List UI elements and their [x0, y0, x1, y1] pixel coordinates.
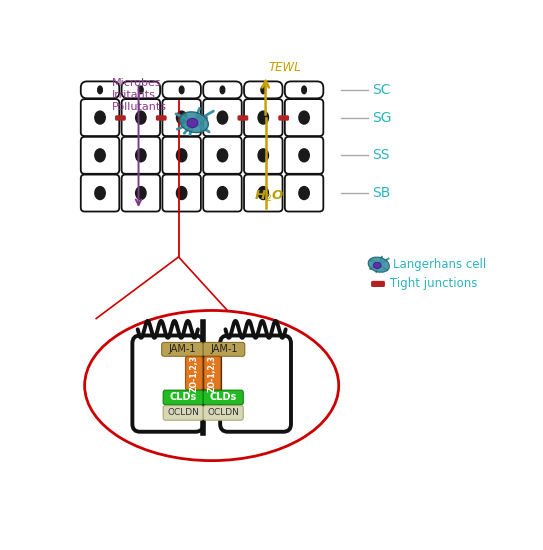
FancyBboxPatch shape — [203, 343, 245, 356]
Text: OCLDN: OCLDN — [167, 409, 199, 417]
Ellipse shape — [98, 86, 102, 94]
FancyBboxPatch shape — [278, 116, 289, 120]
Ellipse shape — [368, 257, 389, 272]
FancyBboxPatch shape — [81, 99, 119, 136]
Ellipse shape — [302, 86, 306, 94]
FancyBboxPatch shape — [156, 116, 167, 120]
Text: JAM-1: JAM-1 — [210, 344, 238, 354]
Text: SB: SB — [372, 186, 390, 200]
Ellipse shape — [299, 149, 310, 162]
FancyBboxPatch shape — [162, 99, 201, 136]
Ellipse shape — [299, 111, 310, 124]
FancyBboxPatch shape — [203, 174, 242, 212]
FancyBboxPatch shape — [163, 405, 203, 420]
Text: CLDs: CLDs — [210, 393, 237, 403]
Ellipse shape — [374, 262, 381, 268]
Ellipse shape — [176, 111, 187, 124]
Ellipse shape — [187, 118, 198, 128]
FancyBboxPatch shape — [203, 81, 242, 98]
Ellipse shape — [258, 186, 268, 200]
Ellipse shape — [180, 112, 209, 133]
Text: SS: SS — [372, 148, 389, 162]
FancyBboxPatch shape — [203, 99, 242, 136]
FancyBboxPatch shape — [285, 99, 323, 136]
Text: TEWL: TEWL — [269, 60, 301, 74]
Ellipse shape — [217, 186, 228, 200]
Ellipse shape — [217, 111, 228, 124]
FancyBboxPatch shape — [244, 174, 282, 212]
FancyBboxPatch shape — [371, 281, 385, 287]
FancyBboxPatch shape — [203, 390, 243, 405]
FancyBboxPatch shape — [186, 356, 203, 390]
FancyBboxPatch shape — [285, 81, 323, 98]
Text: CLDs: CLDs — [169, 393, 197, 403]
Ellipse shape — [258, 149, 268, 162]
FancyBboxPatch shape — [122, 174, 160, 212]
Ellipse shape — [136, 186, 146, 200]
Text: Langerhans cell: Langerhans cell — [393, 258, 487, 271]
Text: H$_2$O: H$_2$O — [254, 189, 285, 204]
Text: JAM-1: JAM-1 — [169, 344, 196, 354]
FancyBboxPatch shape — [132, 336, 203, 432]
FancyBboxPatch shape — [197, 116, 207, 120]
FancyBboxPatch shape — [81, 81, 119, 98]
Ellipse shape — [95, 111, 105, 124]
Ellipse shape — [176, 149, 187, 162]
Ellipse shape — [261, 86, 266, 94]
FancyBboxPatch shape — [162, 343, 203, 356]
FancyBboxPatch shape — [285, 137, 323, 174]
Text: SC: SC — [372, 83, 390, 97]
FancyBboxPatch shape — [244, 99, 282, 136]
Ellipse shape — [258, 111, 268, 124]
Ellipse shape — [85, 310, 339, 461]
FancyBboxPatch shape — [81, 174, 119, 212]
Text: Tight junctions: Tight junctions — [389, 277, 477, 290]
Text: SG: SG — [372, 111, 392, 125]
FancyBboxPatch shape — [115, 116, 126, 120]
FancyBboxPatch shape — [162, 174, 201, 212]
FancyBboxPatch shape — [220, 336, 291, 432]
FancyBboxPatch shape — [203, 405, 243, 420]
Ellipse shape — [136, 111, 146, 124]
FancyBboxPatch shape — [122, 99, 160, 136]
FancyBboxPatch shape — [81, 137, 119, 174]
FancyBboxPatch shape — [237, 116, 248, 120]
Text: ZO-1,2,3: ZO-1,2,3 — [190, 355, 199, 392]
Ellipse shape — [179, 86, 184, 94]
FancyBboxPatch shape — [122, 81, 160, 98]
FancyBboxPatch shape — [204, 356, 221, 390]
Ellipse shape — [220, 86, 225, 94]
Ellipse shape — [95, 186, 105, 200]
Text: OCLDN: OCLDN — [207, 409, 239, 417]
Ellipse shape — [136, 149, 146, 162]
FancyBboxPatch shape — [285, 174, 323, 212]
FancyBboxPatch shape — [244, 81, 282, 98]
Text: ZO-1,2,3: ZO-1,2,3 — [208, 355, 217, 392]
FancyBboxPatch shape — [163, 390, 203, 405]
Ellipse shape — [95, 149, 105, 162]
Ellipse shape — [176, 186, 187, 200]
Ellipse shape — [299, 186, 310, 200]
FancyBboxPatch shape — [162, 81, 201, 98]
FancyBboxPatch shape — [122, 137, 160, 174]
FancyBboxPatch shape — [203, 137, 242, 174]
Text: Microbes
Irritants
Pollutants: Microbes Irritants Pollutants — [111, 78, 167, 112]
FancyBboxPatch shape — [244, 137, 282, 174]
Ellipse shape — [217, 149, 228, 162]
FancyBboxPatch shape — [162, 137, 201, 174]
Ellipse shape — [138, 86, 143, 94]
